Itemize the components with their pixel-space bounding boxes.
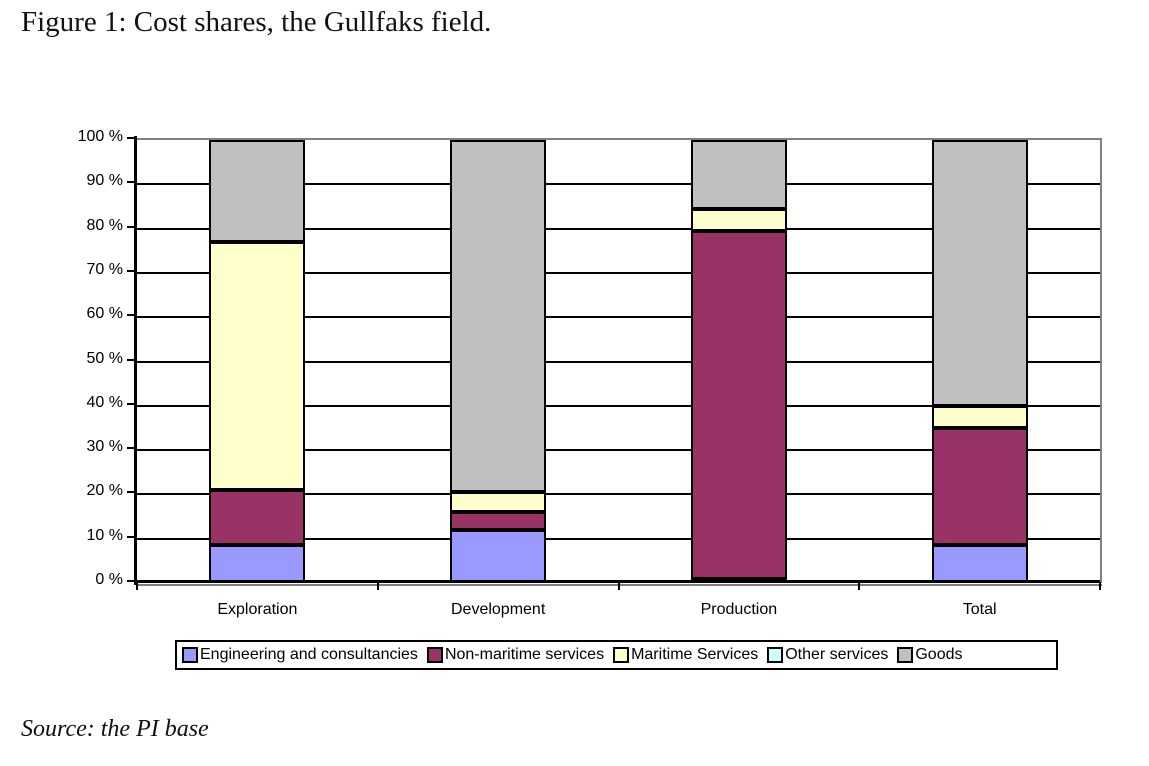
legend-color-swatch [613,647,630,663]
legend-item-label: Goods [915,646,963,663]
bar-segment-maritime-services [209,241,306,490]
gridline [137,227,1100,230]
gridline [137,537,1100,540]
legend-item-label: Maritime Services [631,646,759,663]
y-axis-tick [127,580,135,582]
gridline [137,404,1100,407]
bar-segment-maritime-services [690,208,787,231]
x-axis-tick [1099,582,1101,590]
legend-color-swatch [897,647,914,663]
plot-area [137,138,1102,583]
category-label: Development [450,601,546,618]
y-axis-tick-label: 80 % [86,216,123,234]
y-axis-tick [127,269,135,272]
source-note: Source: the PI base [21,716,209,742]
bar-segment-maritime-services [450,492,547,513]
y-axis-tick [127,137,135,139]
bar-production [690,140,787,583]
y-axis-tick [127,314,135,317]
y-axis-tick [127,358,135,361]
bar-segment-goods [209,140,306,242]
gridline [137,360,1100,363]
bar-segment-goods [450,140,547,493]
bar-segment-engineering-and-consultancies [931,545,1028,583]
bar-segment-goods [690,140,787,209]
gridline [137,183,1100,186]
bar-segment-maritime-services [931,405,1028,428]
y-axis-tick-label: 50 % [86,349,123,367]
y-axis-tick [127,181,135,184]
gridline [137,271,1100,274]
y-axis-line [134,136,137,585]
legend-item: Maritime Services [613,646,758,664]
y-axis-tick [127,535,135,538]
legend-color-swatch [182,647,198,663]
bar-segment-non-maritime-services [931,427,1028,546]
y-axis-tick-label: 10 % [86,526,123,544]
legend-item: Non-maritime services [426,646,605,664]
y-axis-tick [127,491,135,494]
x-axis-tick [376,582,379,590]
bar-total [931,140,1028,583]
legend-item: Goods [897,646,963,664]
bar-segment-engineering-and-consultancies [209,545,306,583]
legend-item: Other services [767,646,888,664]
y-axis-tick-label: 60 % [86,305,123,323]
bar-development [450,140,547,583]
category-label: Exploration [217,601,298,618]
gridline [137,449,1100,452]
category-label: Production [700,601,778,618]
plot-border-shadow [137,584,1102,586]
x-axis-tick [136,582,138,590]
legend-color-swatch [767,647,784,663]
x-axis-tick [858,582,861,590]
bar-segment-non-maritime-services [450,512,547,530]
y-axis-tick [127,225,135,228]
gridline [137,493,1100,496]
bar-segment-engineering-and-consultancies [450,529,547,583]
y-axis-tick [127,447,135,450]
bar-segment-goods [931,140,1028,406]
legend-item-label: Engineering and consultancies [200,646,418,663]
figure-title: Figure 1: Cost shares, the Gullfaks fiel… [21,6,492,38]
legend-item-label: Non-maritime services [444,646,605,663]
legend-item: Engineering and consultancies [182,646,418,664]
bar-segment-non-maritime-services [690,230,787,579]
x-axis-tick [617,582,620,590]
bar-segment-non-maritime-services [209,489,306,546]
category-label: Total [962,601,997,618]
y-axis-tick-label: 70 % [86,260,123,278]
legend-box: Engineering and consultancies Non-maritim… [175,640,1058,670]
y-axis-tick-label: 90 % [86,172,123,190]
y-axis-tick-label: 100 % [77,128,123,145]
bar-exploration [209,140,306,583]
y-axis-tick-label: 20 % [86,482,123,500]
gridline [137,316,1100,319]
x-axis-line [134,580,1100,583]
legend-color-swatch [426,647,443,663]
y-axis-tick-label: 40 % [86,393,123,411]
legend-item-label: Other services [785,646,889,663]
y-axis-tick-label: 0 % [95,571,123,588]
y-axis-tick [127,402,135,405]
y-axis-tick-label: 30 % [86,438,123,456]
